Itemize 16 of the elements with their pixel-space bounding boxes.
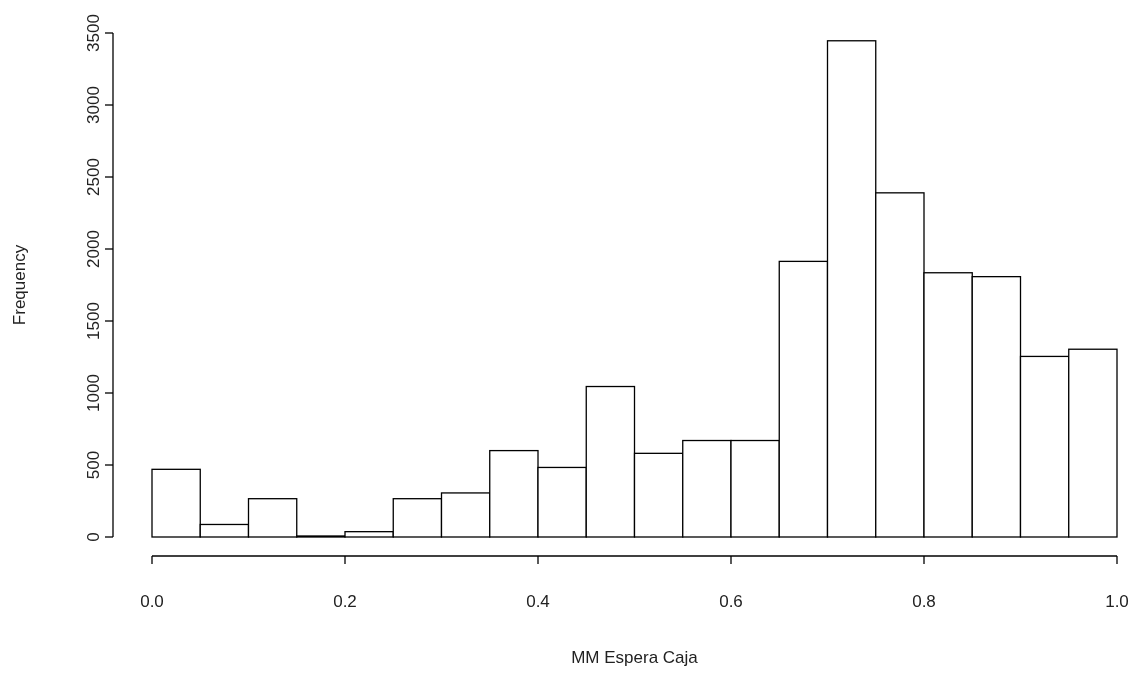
y-tick-label: 2000 xyxy=(84,230,103,268)
y-tick-label: 1500 xyxy=(84,302,103,340)
y-axis-title: Frequency xyxy=(10,244,29,326)
x-tick-label: 0.6 xyxy=(719,592,743,611)
x-tick-label: 1.0 xyxy=(1105,592,1129,611)
y-tick-label: 1000 xyxy=(84,374,103,412)
y-tick-label: 2500 xyxy=(84,158,103,196)
x-tick-label: 0.4 xyxy=(526,592,550,611)
x-tick-label: 0.0 xyxy=(140,592,164,611)
x-tick-label: 0.8 xyxy=(912,592,936,611)
y-tick-label: 500 xyxy=(84,450,103,480)
y-tick-label: 3500 xyxy=(84,14,103,52)
y-tick-label: 0 xyxy=(84,532,103,542)
x-axis-title: MM Espera Caja xyxy=(571,648,699,667)
x-tick-label: 0.2 xyxy=(333,592,357,611)
y-tick-label: 3000 xyxy=(84,86,103,124)
